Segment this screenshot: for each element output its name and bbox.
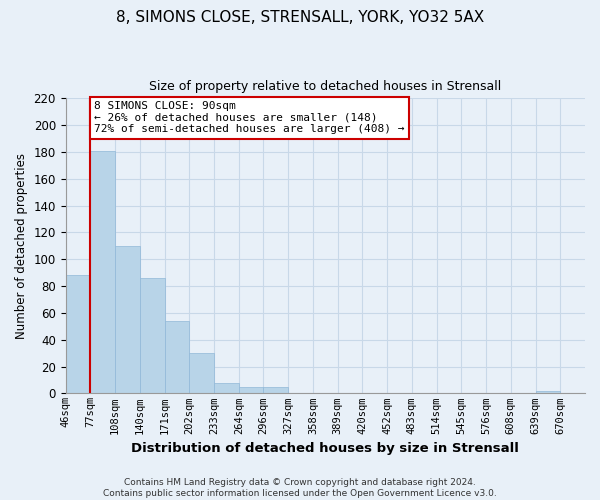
Bar [140,278,164,394]
Bar [214,382,239,394]
Bar [91,150,115,394]
Bar [263,386,288,394]
Bar [239,386,263,394]
Bar [115,246,140,394]
Bar [536,390,560,394]
Text: 8, SIMONS CLOSE, STRENSALL, YORK, YO32 5AX: 8, SIMONS CLOSE, STRENSALL, YORK, YO32 5… [116,10,484,25]
X-axis label: Distribution of detached houses by size in Strensall: Distribution of detached houses by size … [131,442,519,455]
Bar [190,353,214,394]
Bar [65,276,91,394]
Title: Size of property relative to detached houses in Strensall: Size of property relative to detached ho… [149,80,502,93]
Y-axis label: Number of detached properties: Number of detached properties [15,153,28,339]
Text: Contains HM Land Registry data © Crown copyright and database right 2024.
Contai: Contains HM Land Registry data © Crown c… [103,478,497,498]
Text: 8 SIMONS CLOSE: 90sqm
← 26% of detached houses are smaller (148)
72% of semi-det: 8 SIMONS CLOSE: 90sqm ← 26% of detached … [94,101,404,134]
Bar [164,321,190,394]
